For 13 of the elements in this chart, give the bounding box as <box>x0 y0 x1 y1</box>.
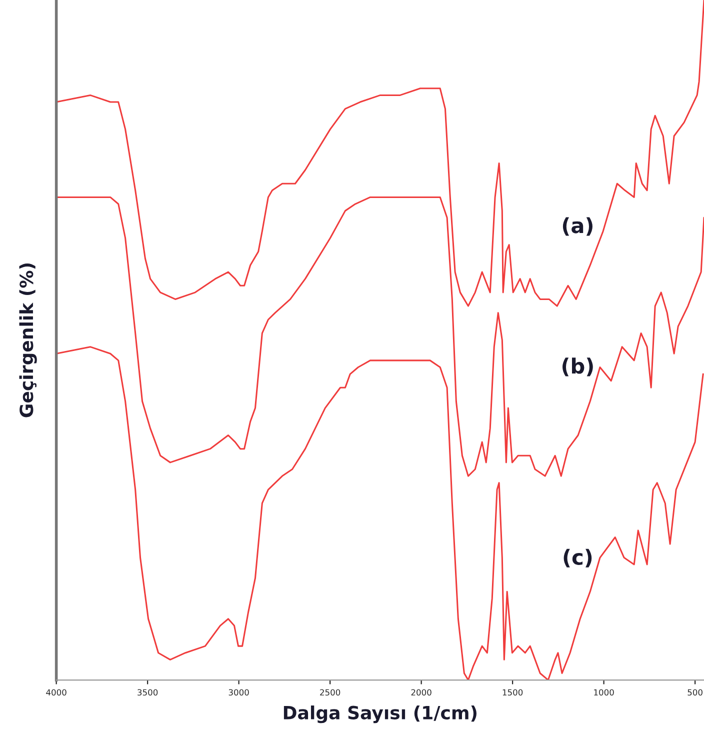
x-tick-label: 3500 <box>138 689 158 696</box>
x-axis-title: Dalga Sayısı (1/cm) <box>284 705 476 724</box>
x-tick-label: 1500 <box>502 689 523 696</box>
x-tick-label: 2500 <box>320 689 340 696</box>
x-tick-label: 3000 <box>228 689 249 696</box>
series-label: (c) <box>564 548 592 568</box>
x-tick-label: 1000 <box>594 689 614 696</box>
y-axis-title: Geçirgenlik (%) <box>19 264 37 418</box>
series-label: (b) <box>562 358 593 376</box>
series-label: (a) <box>562 217 592 236</box>
x-tick-label: 4000 <box>46 689 66 696</box>
x-tick-label: 2000 <box>411 689 432 696</box>
x-tick-label: 500 <box>688 689 702 696</box>
